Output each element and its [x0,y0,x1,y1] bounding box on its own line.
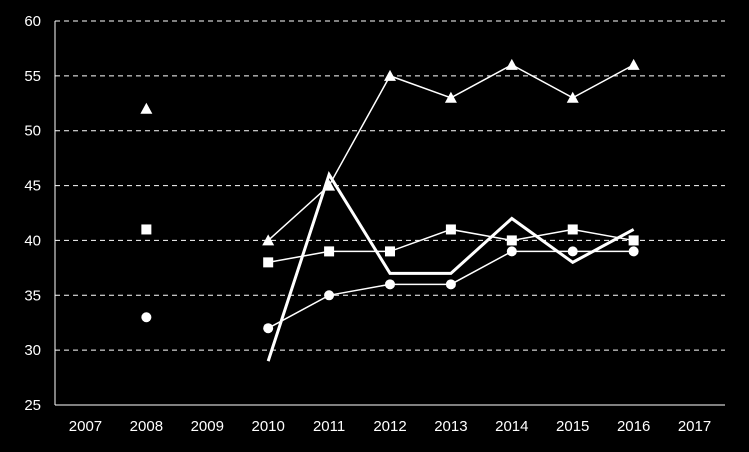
data-point-square [506,235,517,246]
y-tick-label: 40 [24,232,41,249]
series-line [267,64,634,241]
x-tick-label: 2016 [617,418,650,435]
data-point-circle [506,246,517,257]
data-point-circle [141,312,152,323]
data-point-square [263,257,274,268]
data-point-triangle [140,102,153,114]
axes [54,21,725,406]
x-tick-label: 2009 [191,418,224,435]
series-layer [140,58,640,362]
data-point-square [141,224,152,235]
tick-labels: 25 30 35 40 45 50 55 60 2007 2008 2009 2010 2011 2012… [24,13,711,435]
series-line [266,171,635,362]
data-point-circle [628,246,639,257]
data-point-triangle [627,58,640,70]
data-point-triangle [444,91,457,103]
x-tick-label: 2015 [556,418,589,435]
data-point-circle [445,279,456,290]
x-tick-label: 2017 [678,418,711,435]
y-tick-label: 25 [24,397,41,414]
y-tick-label: 30 [24,342,41,359]
data-point-square [567,224,578,235]
x-tick-label: 2010 [251,418,284,435]
data-point-triangle [262,234,275,246]
x-tick-label: 2011 [313,418,345,435]
data-point-circle [263,323,274,334]
y-tick-label: 50 [24,123,41,140]
data-point-circle [324,290,335,301]
y-tick-label: 60 [24,13,41,30]
y-tick-label: 55 [24,68,41,85]
data-point-square [628,235,639,246]
data-point-triangle [566,91,579,103]
series-circle [141,246,639,334]
data-point-square [445,224,456,235]
series-line [267,250,634,329]
data-point-square [385,246,395,257]
data-point-triangle [505,58,518,70]
x-tick-label: 2013 [434,418,467,435]
series-triangle [140,58,640,246]
y-tick-label: 35 [24,287,41,304]
x-tick-label: 2008 [130,418,163,435]
y-tick-label: 45 [24,178,41,195]
series-square [141,224,639,268]
series-line [266,171,635,362]
data-point-circle [385,279,395,290]
data-point-square [324,246,335,257]
data-point-circle [567,246,578,257]
data-point-triangle [384,69,396,81]
x-tick-label: 2014 [495,418,528,435]
x-tick-label: 2012 [373,418,406,435]
x-tick-label: 2007 [69,418,102,435]
